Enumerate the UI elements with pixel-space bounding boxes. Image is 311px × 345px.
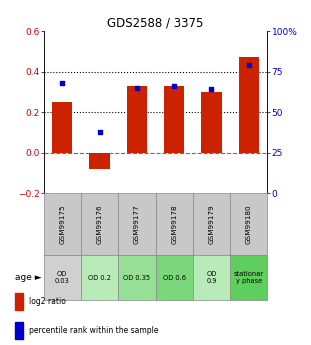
Text: OD
0.9: OD 0.9 [206,271,217,284]
Point [209,87,214,92]
Text: OD 0.35: OD 0.35 [123,275,151,281]
Text: OD
0.03: OD 0.03 [55,271,70,284]
Bar [164,86,184,152]
Point [97,129,102,134]
Text: stationar
y phase: stationar y phase [234,271,264,284]
Bar [81,255,118,300]
Point [172,83,177,89]
Bar [193,255,230,300]
Bar [156,193,193,255]
Text: OD 0.6: OD 0.6 [163,275,186,281]
Point [134,85,139,91]
Text: percentile rank within the sample: percentile rank within the sample [29,326,158,335]
Bar [230,193,267,255]
Title: GDS2588 / 3375: GDS2588 / 3375 [107,17,204,30]
Bar [44,193,81,255]
Point [60,80,65,86]
Bar [44,255,81,300]
Bar [118,193,156,255]
Bar [201,92,222,152]
Text: age ►: age ► [15,273,41,282]
Bar [127,86,147,152]
Text: log2 ratio: log2 ratio [29,297,66,306]
Text: GSM99176: GSM99176 [96,205,103,244]
Bar [15,322,23,339]
Bar [118,255,156,300]
Text: GSM99178: GSM99178 [171,205,177,244]
Text: OD 0.2: OD 0.2 [88,275,111,281]
Text: GSM99180: GSM99180 [246,205,252,244]
Bar [15,293,23,310]
Bar [230,255,267,300]
Bar [81,193,118,255]
Point [246,62,251,68]
Bar [52,102,72,152]
Text: GSM99179: GSM99179 [208,205,215,244]
Text: GSM99175: GSM99175 [59,205,65,244]
Bar [193,193,230,255]
Bar [89,152,110,169]
Text: GSM99177: GSM99177 [134,205,140,244]
Bar [156,255,193,300]
Bar [239,57,259,152]
